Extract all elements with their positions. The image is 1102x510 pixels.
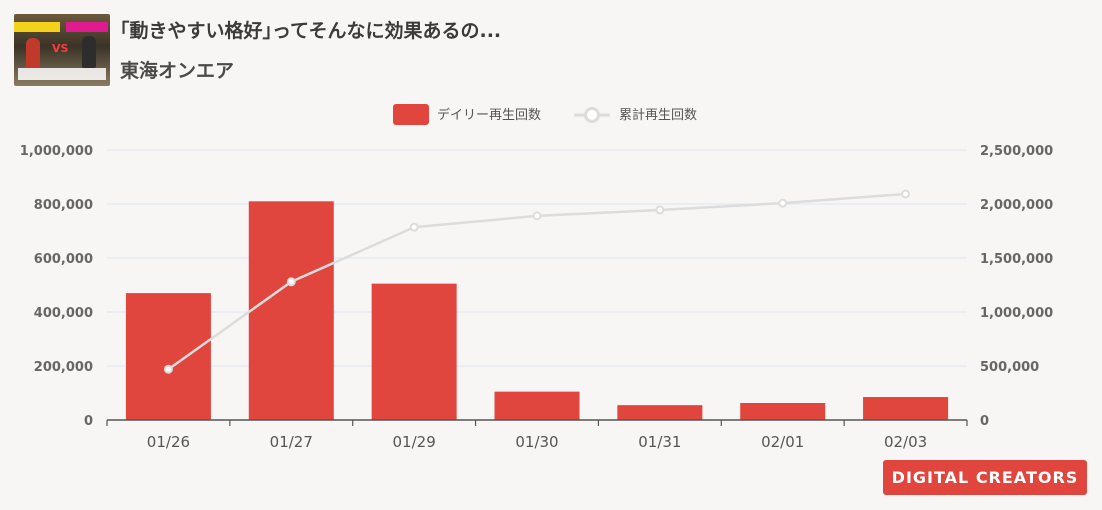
video-thumbnail[interactable]: VS	[14, 14, 110, 86]
y-left-tick-label: 800,000	[34, 198, 93, 213]
thumbnail-caption-bottom	[18, 68, 106, 80]
channel-name[interactable]: 東海オンエア	[120, 60, 235, 82]
y-left-tick-label: 200,000	[34, 360, 93, 375]
legend[interactable]: デイリー再生回数 累計再生回数	[393, 104, 697, 125]
y-left-tick-label: 400,000	[34, 306, 93, 321]
y-right-tick-label: 500,000	[980, 360, 1039, 375]
cumulative-point	[286, 277, 296, 287]
y-right-tick-label: 2,500,000	[980, 144, 1053, 159]
legend-line-marker	[584, 107, 600, 123]
y-right-tick-label: 2,000,000	[980, 198, 1053, 213]
x-tick-label: 01/29	[393, 433, 436, 451]
bar	[125, 293, 211, 420]
x-tick-label: 01/30	[515, 433, 558, 451]
cumulative-point	[901, 189, 911, 199]
y-left-tick-label: 0	[84, 414, 93, 429]
brand-logo: DIGITAL CREATORS	[883, 460, 1087, 495]
legend-bar-swatch	[393, 104, 429, 125]
bar	[371, 283, 457, 420]
bar	[617, 405, 703, 420]
x-tick-label: 02/03	[884, 433, 927, 451]
x-tick-label: 01/31	[638, 433, 681, 451]
cumulative-point	[163, 364, 173, 374]
thumbnail-person-left	[26, 38, 40, 68]
y-right-tick-label: 0	[980, 414, 989, 429]
cumulative-point	[655, 205, 665, 215]
x-tick-label: 01/26	[147, 433, 190, 451]
bar	[248, 201, 334, 420]
legend-cumulative-label: 累計再生回数	[619, 107, 697, 123]
cumulative-point	[532, 211, 542, 221]
y-left-tick-label: 1,000,000	[20, 144, 93, 159]
thumbnail-person-right	[82, 36, 96, 68]
thumbnail-vs: VS	[52, 42, 69, 55]
legend-daily-label: デイリー再生回数	[437, 107, 541, 123]
thumbnail-caption-magenta	[66, 22, 108, 32]
x-tick-label: 02/01	[761, 433, 804, 451]
x-tick-label: 01/27	[270, 433, 313, 451]
y-left-tick-label: 600,000	[34, 252, 93, 267]
bar	[863, 397, 949, 420]
bar	[740, 402, 826, 420]
video-title[interactable]: ｢動きやすい格好｣ってそんなに効果あるの...	[120, 20, 502, 42]
cumulative-point	[409, 222, 419, 232]
y-right-tick-label: 1,500,000	[980, 252, 1053, 267]
video-header: VS ｢動きやすい格好｣ってそんなに効果あるの... 東海オンエア	[14, 14, 501, 88]
thumbnail-caption-yellow	[14, 22, 60, 32]
cumulative-point	[778, 198, 788, 208]
bar	[494, 391, 580, 420]
y-right-tick-label: 1,000,000	[980, 306, 1053, 321]
